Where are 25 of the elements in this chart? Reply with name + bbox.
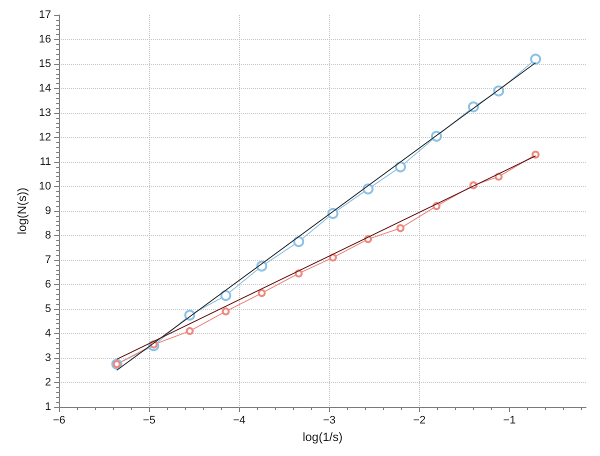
y-tick-label: 1 bbox=[45, 401, 52, 413]
x-tick-label: −1 bbox=[503, 414, 516, 426]
y-axis-title: log(N(s)) bbox=[15, 188, 29, 234]
y-tick-label: 4 bbox=[45, 328, 52, 340]
y-tick-label: 14 bbox=[38, 82, 52, 94]
y-tick-label: 7 bbox=[45, 254, 52, 266]
y-tick-label: 6 bbox=[45, 278, 52, 290]
y-tick-label: 13 bbox=[38, 107, 52, 119]
y-tick-label: 12 bbox=[38, 132, 52, 144]
y-tick-label: 11 bbox=[40, 156, 52, 168]
x-axis-title: log(1/s) bbox=[302, 430, 343, 444]
y-tick-label: 9 bbox=[45, 205, 52, 217]
x-tick-label: −4 bbox=[232, 414, 246, 426]
y-tick-label: 5 bbox=[45, 303, 52, 315]
y-tick-label: 8 bbox=[45, 230, 52, 242]
y-tick-label: 10 bbox=[38, 180, 52, 192]
x-tick-label: −2 bbox=[413, 414, 426, 426]
y-tick-label: 15 bbox=[38, 58, 52, 70]
x-tick-label: −6 bbox=[52, 414, 66, 426]
x-tick-label: −5 bbox=[142, 414, 156, 426]
x-tick-label: −3 bbox=[323, 414, 336, 426]
y-tick-label: 2 bbox=[45, 376, 52, 388]
y-tick-label: 3 bbox=[45, 352, 52, 364]
y-tick-label: 16 bbox=[38, 34, 52, 46]
y-tick-label: 17 bbox=[38, 9, 52, 21]
